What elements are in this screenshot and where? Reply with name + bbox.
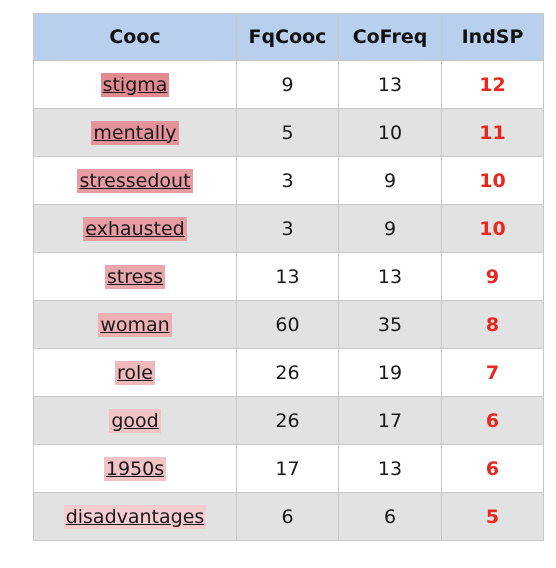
- term-cell: mentally: [33, 108, 237, 157]
- term-link[interactable]: stigma: [100, 72, 170, 97]
- cofreq-cell: 35: [338, 300, 442, 349]
- cofreq-cell: 9: [338, 156, 442, 205]
- fqcooc-cell: 26: [236, 396, 339, 445]
- term-cell: disadvantages: [33, 492, 237, 541]
- header-row: Cooc FqCooc CoFreq IndSP: [33, 13, 544, 61]
- term-cell: good: [33, 396, 237, 445]
- fqcooc-cell: 5: [236, 108, 339, 157]
- cofreq-cell: 13: [338, 252, 442, 301]
- table-row: mentally 5 10 11: [33, 108, 544, 157]
- indsp-cell: 10: [441, 156, 544, 205]
- indsp-cell: 6: [441, 444, 544, 493]
- fqcooc-cell: 6: [236, 492, 339, 541]
- fqcooc-cell: 3: [236, 204, 339, 253]
- term-link[interactable]: stress: [104, 264, 166, 289]
- indsp-cell: 7: [441, 348, 544, 397]
- table-row: disadvantages 6 6 5: [33, 492, 544, 541]
- cofreq-cell: 19: [338, 348, 442, 397]
- term-cell: stigma: [33, 60, 237, 109]
- fqcooc-cell: 3: [236, 156, 339, 205]
- term-link[interactable]: mentally: [91, 120, 179, 145]
- term-link[interactable]: stressedout: [77, 168, 193, 193]
- cofreq-cell: 6: [338, 492, 442, 541]
- term-cell: woman: [33, 300, 237, 349]
- table-row: stress 13 13 9: [33, 252, 544, 301]
- term-cell: 1950s: [33, 444, 237, 493]
- term-cell: role: [33, 348, 237, 397]
- term-link[interactable]: disadvantages: [63, 504, 207, 529]
- indsp-cell: 5: [441, 492, 544, 541]
- table-row: exhausted 3 9 10: [33, 204, 544, 253]
- cofreq-cell: 13: [338, 60, 442, 109]
- indsp-cell: 9: [441, 252, 544, 301]
- header-cooc[interactable]: Cooc: [33, 13, 237, 61]
- term-link[interactable]: woman: [98, 312, 172, 337]
- term-link[interactable]: 1950s: [103, 456, 167, 481]
- cooccurrence-table-wrapper: Cooc FqCooc CoFreq IndSP stigma 9 13 12 ment…: [33, 13, 544, 541]
- term-cell: exhausted: [33, 204, 237, 253]
- cooccurrence-table: Cooc FqCooc CoFreq IndSP stigma 9 13 12 ment…: [33, 13, 544, 541]
- fqcooc-cell: 17: [236, 444, 339, 493]
- cofreq-cell: 17: [338, 396, 442, 445]
- indsp-cell: 10: [441, 204, 544, 253]
- indsp-cell: 6: [441, 396, 544, 445]
- cofreq-cell: 13: [338, 444, 442, 493]
- table-row: stressedout 3 9 10: [33, 156, 544, 205]
- term-link[interactable]: good: [109, 408, 161, 433]
- table-row: woman 60 35 8: [33, 300, 544, 349]
- table-row: role 26 19 7: [33, 348, 544, 397]
- header-cofreq[interactable]: CoFreq: [338, 13, 442, 61]
- term-link[interactable]: role: [115, 360, 155, 385]
- table-row: good 26 17 6: [33, 396, 544, 445]
- fqcooc-cell: 9: [236, 60, 339, 109]
- fqcooc-cell: 60: [236, 300, 339, 349]
- indsp-cell: 11: [441, 108, 544, 157]
- header-fqcooc[interactable]: FqCooc: [236, 13, 339, 61]
- table-row: stigma 9 13 12: [33, 60, 544, 109]
- table-row: 1950s 17 13 6: [33, 444, 544, 493]
- term-cell: stressedout: [33, 156, 237, 205]
- term-link[interactable]: exhausted: [83, 216, 187, 241]
- term-cell: stress: [33, 252, 237, 301]
- fqcooc-cell: 13: [236, 252, 339, 301]
- cofreq-cell: 10: [338, 108, 442, 157]
- fqcooc-cell: 26: [236, 348, 339, 397]
- indsp-cell: 12: [441, 60, 544, 109]
- cofreq-cell: 9: [338, 204, 442, 253]
- indsp-cell: 8: [441, 300, 544, 349]
- header-indsp[interactable]: IndSP: [441, 13, 544, 61]
